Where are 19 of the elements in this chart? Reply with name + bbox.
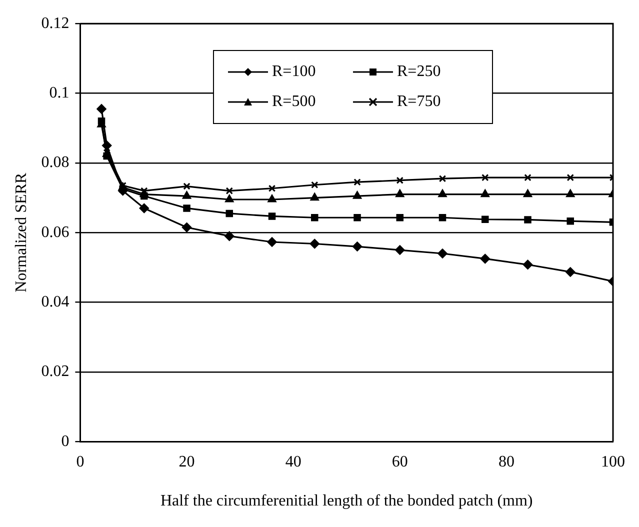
x-tick-label: 40	[285, 453, 302, 470]
x-axis-title: Half the circumferenitial length of the bonded patch (mm)	[160, 492, 533, 510]
x-tick-label: 60	[392, 453, 408, 470]
y-tick-label: 0	[61, 432, 70, 450]
y-tick-label: 0.12	[41, 14, 70, 32]
x-tick-label: 100	[601, 453, 625, 470]
y-axis-title: Normalized SERR	[12, 172, 30, 292]
y-tick-label: 0.1	[49, 84, 70, 102]
legend-label: R=100	[272, 63, 316, 81]
legend-label: R=250	[397, 63, 441, 81]
y-tick-label: 0.02	[41, 363, 70, 380]
legend-label: R=750	[397, 93, 441, 111]
x-tick-label: 20	[178, 453, 195, 470]
legend-label: R=500	[272, 93, 316, 111]
x-tick-label: 80	[498, 453, 514, 470]
y-tick-label: 0.08	[41, 154, 70, 172]
y-tick-label: 0.06	[41, 224, 70, 241]
x-tick-label: 0	[76, 453, 84, 470]
y-tick-label: 0.04	[41, 293, 70, 310]
